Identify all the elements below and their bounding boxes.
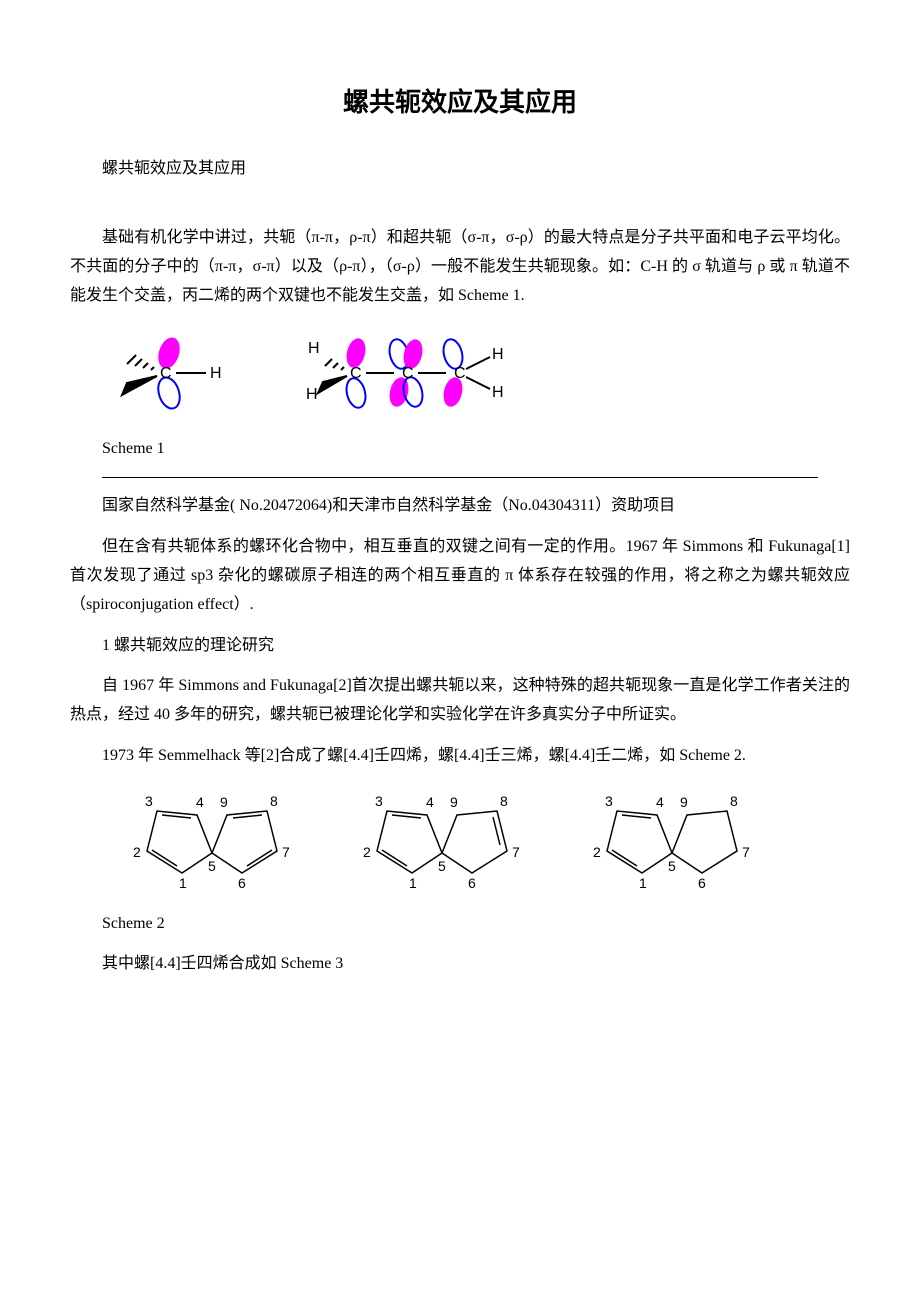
svg-text:C: C (454, 365, 466, 382)
svg-text:4: 4 (196, 794, 204, 810)
section1-heading: 1 螺共轭效应的理论研究 (70, 632, 850, 661)
svg-text:4: 4 (656, 794, 664, 810)
funding-note: 国家自然科学基金( No.20472064)和天津市自然科学基金（No.0430… (70, 492, 850, 521)
scheme1-label: Scheme 1 (70, 435, 850, 464)
svg-text:9: 9 (450, 794, 458, 810)
scheme1-diagram: C H H H C (102, 323, 850, 429)
svg-text:H: H (210, 365, 222, 382)
svg-text:1: 1 (179, 875, 187, 891)
svg-text:3: 3 (375, 793, 383, 809)
svg-text:H: H (306, 386, 318, 403)
svg-text:C: C (402, 365, 414, 382)
svg-text:9: 9 (680, 794, 688, 810)
svg-text:2: 2 (133, 844, 141, 860)
theory-paragraph: 自 1967 年 Simmons and Fukunaga[2]首次提出螺共轭以… (70, 672, 850, 730)
svg-text:2: 2 (593, 844, 601, 860)
svg-text:3: 3 (145, 793, 153, 809)
svg-text:6: 6 (468, 875, 476, 891)
svg-text:H: H (308, 340, 320, 357)
svg-text:H: H (492, 384, 504, 401)
svg-text:6: 6 (698, 875, 706, 891)
svg-text:5: 5 (668, 858, 676, 874)
spiro-paragraph: 但在含有共轭体系的螺环化合物中，相互垂直的双键之间有一定的作用。1967 年 S… (70, 533, 850, 619)
svg-text:2: 2 (363, 844, 371, 860)
svg-text:8: 8 (730, 793, 738, 809)
scheme3-intro: 其中螺[4.4]壬四烯合成如 Scheme 3 (70, 950, 850, 979)
svg-text:7: 7 (512, 844, 520, 860)
svg-text:H: H (492, 346, 504, 363)
svg-text:3: 3 (605, 793, 613, 809)
svg-text:5: 5 (438, 858, 446, 874)
para-1973: 1973 年 Semmelhack 等[2]合成了螺[4.4]壬四烯，螺[4.4… (70, 742, 850, 771)
scheme2-diagram: 1 2 3 4 5 6 7 8 9 1 2 3 4 5 6 7 8 9 (102, 783, 850, 904)
svg-text:6: 6 (238, 875, 246, 891)
svg-text:5: 5 (208, 858, 216, 874)
svg-text:C: C (350, 365, 362, 382)
svg-text:7: 7 (742, 844, 750, 860)
svg-text:1: 1 (639, 875, 647, 891)
subtitle: 螺共轭效应及其应用 (70, 155, 850, 184)
intro-paragraph: 基础有机化学中讲过，共轭（π-π，ρ-π）和超共轭（σ-π，σ-ρ）的最大特点是… (70, 224, 850, 310)
svg-text:9: 9 (220, 794, 228, 810)
svg-text:4: 4 (426, 794, 434, 810)
scheme2-label: Scheme 2 (70, 910, 850, 939)
page-title: 螺共轭效应及其应用 (70, 80, 850, 127)
svg-text:7: 7 (282, 844, 290, 860)
svg-text:C: C (160, 365, 172, 382)
svg-text:8: 8 (270, 793, 278, 809)
svg-text:1: 1 (409, 875, 417, 891)
svg-text:8: 8 (500, 793, 508, 809)
divider (102, 477, 818, 478)
